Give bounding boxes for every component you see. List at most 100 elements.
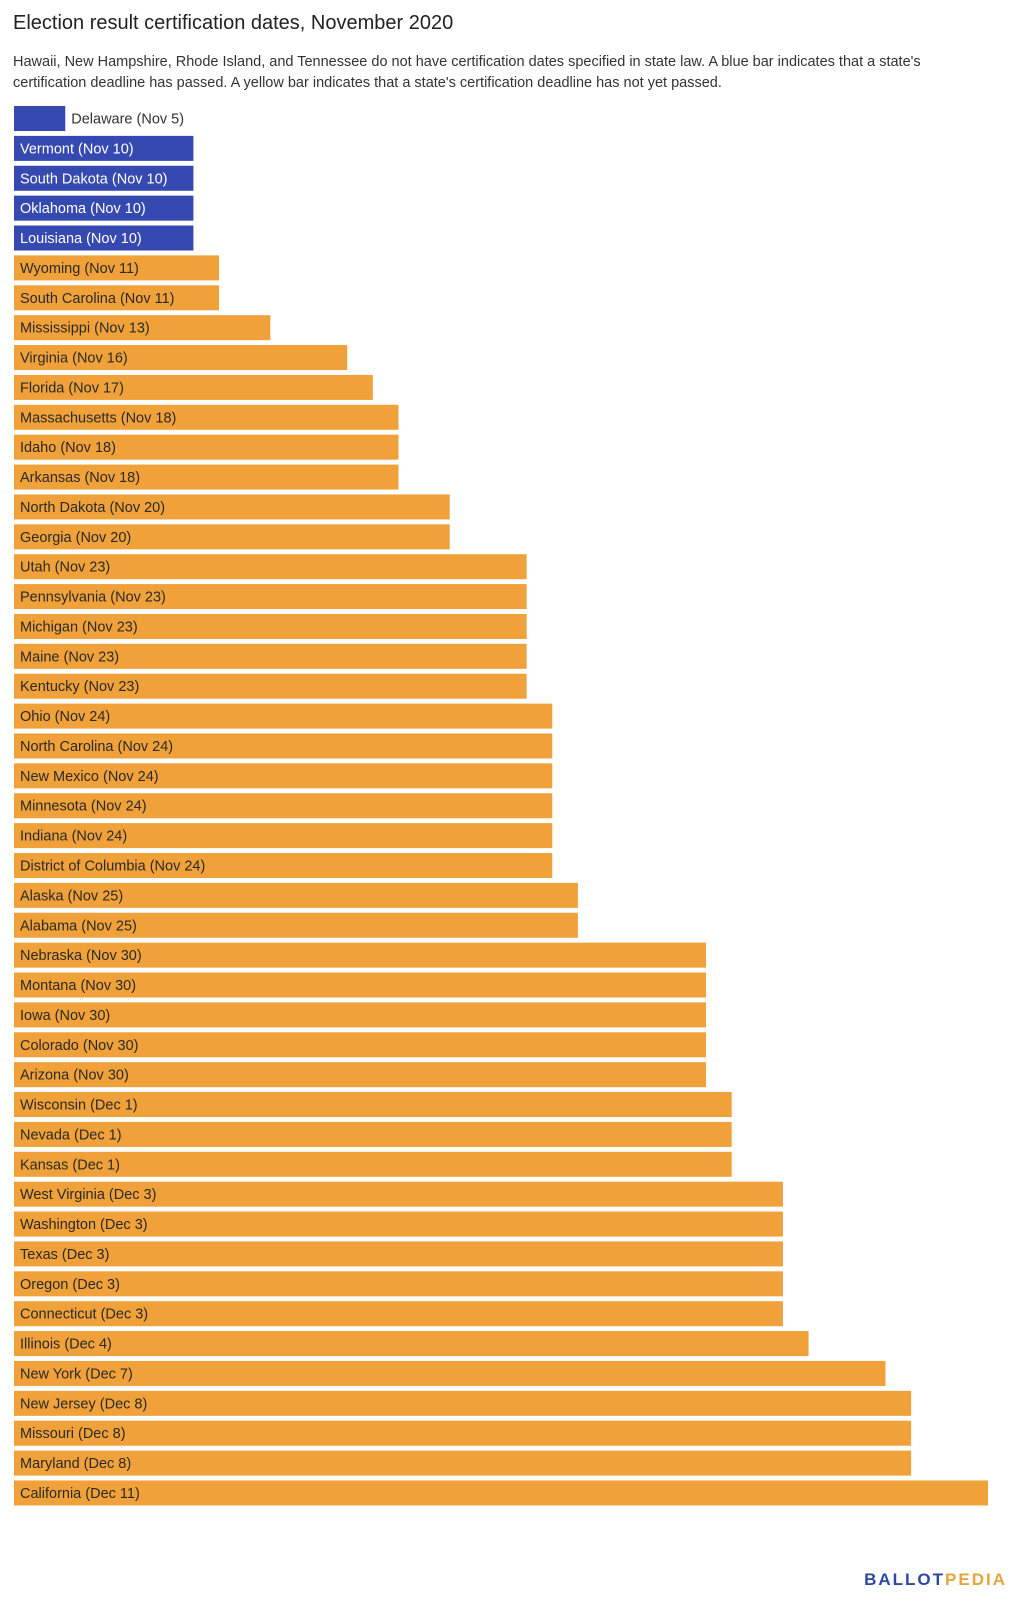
bar-45 [14,1450,912,1476]
chart-subtitle: Hawaii, New Hampshire, Rhode Island, and… [13,54,921,91]
bar-28 [14,942,707,968]
bar-21 [14,733,553,759]
bar-25 [14,853,553,878]
bar-17 [14,613,527,639]
bar-label-25: District of Columbia (Nov 24) [20,859,205,875]
bar-label-36: West Virginia (Dec 3) [20,1187,156,1203]
bar-label-11: Idaho (Nov 18) [20,440,116,456]
bar-label-39: Oregon (Dec 3) [20,1277,120,1293]
bar-label-40: Connecticut (Dec 3) [20,1307,148,1323]
bar-46 [14,1480,988,1506]
bar-33 [14,1092,732,1118]
bar-34 [14,1121,732,1147]
bar-1 [14,135,194,161]
bar-label-18: Maine (Nov 23) [20,649,119,665]
bar-label-0: Delaware (Nov 5) [71,112,184,128]
bar-label-35: Kansas (Dec 1) [20,1157,120,1173]
bar-23 [14,793,553,819]
bar-26 [14,882,578,908]
bar-13 [14,494,450,520]
bar-label-37: Washington (Dec 3) [20,1217,148,1233]
bar-label-46: California (Dec 11) [20,1486,140,1502]
bar-18 [14,643,527,669]
bar-38 [14,1241,783,1267]
bar-39 [14,1271,783,1297]
bar-15 [14,554,527,580]
bar-label-10: Massachusetts (Nov 18) [20,410,176,426]
bar-5 [14,255,220,281]
bar-20 [14,703,553,729]
bar-label-30: Iowa (Nov 30) [20,1008,110,1024]
bar-label-3: Oklahoma (Nov 10) [20,201,146,217]
bar-44 [14,1420,912,1446]
chart-title: Election result certification dates, Nov… [13,12,454,34]
bar-label-7: Mississippi (Nov 13) [20,321,150,337]
bar-label-42: New York (Dec 7) [20,1366,133,1382]
bar-label-13: North Dakota (Nov 20) [20,500,165,516]
bar-label-17: Michigan (Nov 23) [20,619,138,635]
bar-label-14: Georgia (Nov 20) [20,530,131,546]
bars-group [14,106,988,1506]
bar-22 [14,763,553,789]
logo-text-ballot: BALLOT [864,1570,946,1589]
bar-8 [14,345,348,371]
bar-37 [14,1211,783,1237]
bar-36 [14,1181,783,1207]
bar-31 [14,1032,707,1058]
bar-label-34: Nevada (Dec 1) [20,1127,122,1143]
bar-label-1: Vermont (Nov 10) [20,141,134,157]
bar-label-16: Pennsylvania (Nov 23) [20,590,166,606]
bar-27 [14,912,578,938]
bar-label-43: New Jersey (Dec 8) [20,1396,147,1412]
bar-2 [14,165,194,191]
bar-0 [14,106,66,131]
bar-24 [14,823,553,849]
bar-chart: Delaware (Nov 5) Vermont (Nov 10) South Da… [14,106,988,1506]
bar-labels-group: Delaware (Nov 5) Vermont (Nov 10) South Da… [20,112,205,1502]
bar-label-24: Indiana (Nov 24) [20,829,127,845]
bar-16 [14,584,527,610]
bar-label-23: Minnesota (Nov 24) [20,799,147,815]
bar-label-8: Virginia (Nov 16) [20,351,128,367]
bar-label-27: Alabama (Nov 25) [20,918,137,934]
bar-14 [14,524,450,550]
bar-32 [14,1062,707,1088]
bar-43 [14,1390,912,1416]
ballotpedia-logo: BALLOTPEDIA [864,1570,1007,1590]
bar-10 [14,404,399,430]
bar-4 [14,225,194,251]
bar-label-28: Nebraska (Nov 30) [20,948,142,964]
bar-label-15: Utah (Nov 23) [20,560,110,576]
bar-label-38: Texas (Dec 3) [20,1247,109,1263]
bar-35 [14,1151,732,1177]
bar-label-19: Kentucky (Nov 23) [20,679,139,695]
bar-label-32: Arizona (Nov 30) [20,1068,129,1084]
bar-7 [14,315,271,341]
bar-3 [14,195,194,221]
bar-19 [14,673,527,699]
bar-label-9: Florida (Nov 17) [20,380,124,396]
bar-label-20: Ohio (Nov 24) [20,709,110,725]
bar-41 [14,1331,809,1357]
bar-label-22: New Mexico (Nov 24) [20,769,159,785]
bar-11 [14,434,399,460]
bar-label-21: North Carolina (Nov 24) [20,739,173,755]
bar-30 [14,1002,707,1028]
bar-40 [14,1301,783,1327]
bar-42 [14,1360,886,1386]
bar-label-4: Louisiana (Nov 10) [20,231,142,247]
bar-label-29: Montana (Nov 30) [20,978,136,994]
bar-label-33: Wisconsin (Dec 1) [20,1098,138,1114]
bar-label-6: South Carolina (Nov 11) [20,291,174,307]
bar-label-2: South Dakota (Nov 10) [20,171,168,187]
bar-6 [14,285,220,311]
bar-label-41: Illinois (Dec 4) [20,1337,112,1353]
bar-12 [14,464,399,490]
bar-29 [14,972,707,998]
bar-label-12: Arkansas (Nov 18) [20,470,140,486]
bar-label-31: Colorado (Nov 30) [20,1038,138,1054]
bar-label-5: Wyoming (Nov 11) [20,261,139,277]
bar-label-26: Alaska (Nov 25) [20,888,123,904]
bar-label-44: Missouri (Dec 8) [20,1426,126,1442]
bar-9 [14,374,373,400]
